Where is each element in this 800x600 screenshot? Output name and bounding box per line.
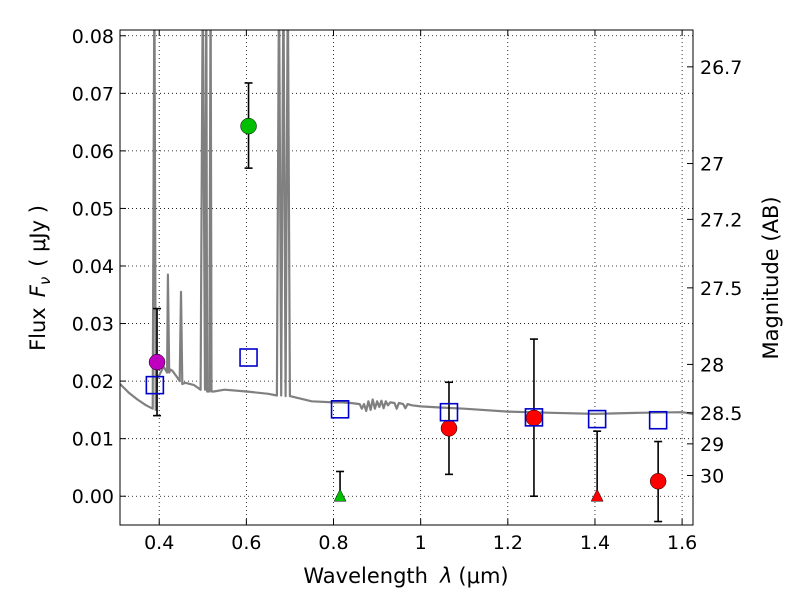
magnitude-tick-label: 28.5 (700, 403, 742, 425)
plot-frame (119, 29, 694, 526)
x-axis-label: Wavelength λ (μm) (303, 564, 508, 588)
magnitude-tick-label: 26.7 (700, 57, 742, 79)
y-tick-label: 0.06 (72, 141, 114, 163)
data-point (525, 409, 543, 427)
x-tick-label: 0.8 (318, 532, 348, 554)
y-tick-label: 0.02 (72, 371, 114, 393)
x-tick-label: 1.2 (493, 532, 523, 554)
template-spectrum-line (120, 30, 693, 415)
grid (120, 30, 693, 525)
model-photometry-point (330, 400, 350, 419)
model-photometry-point (524, 408, 544, 427)
model-photometry-point (439, 402, 459, 422)
magnitude-tick-label: 27.5 (700, 278, 742, 300)
y-axis-label: FluxFν( μJy ) (26, 205, 54, 351)
magnitude-tick-label: 30 (700, 466, 724, 488)
model-photometry-point (239, 348, 258, 367)
x-tick-label: 1 (415, 532, 427, 554)
y-tick-label: 0.08 (72, 26, 114, 48)
points-layer (145, 82, 668, 523)
x-tick-label: 1.6 (667, 532, 697, 554)
data-point (649, 473, 667, 490)
ticks: 0.4 0.6 0.8 1 1.2 1.4 1.6 0.00 0.01 0.02 0.03 0.04 0… (72, 26, 743, 554)
upper-limit-marker (333, 488, 347, 502)
y-tick-label: 0.07 (72, 83, 114, 105)
data-point (240, 117, 257, 135)
y-tick-label: 0.05 (72, 198, 114, 220)
magnitude-tick-label: 27 (700, 154, 724, 176)
model-photometry-point (587, 409, 607, 429)
spectrum-layer (120, 30, 693, 415)
x-tick-label: 0.4 (144, 532, 174, 554)
x-tick-label: 1.4 (580, 532, 610, 554)
model-photometry-point (145, 375, 165, 395)
y-tick-label: 0.01 (72, 429, 114, 451)
y-tick-label: 0.00 (72, 486, 114, 508)
y-tick-label: 0.04 (72, 256, 114, 278)
data-point (440, 420, 458, 437)
model-photometry-point (648, 410, 668, 430)
magnitude-tick-label: 27.2 (700, 209, 742, 231)
y-tick-label: 0.03 (72, 314, 114, 336)
magnitude-tick-label: 29 (700, 434, 724, 456)
magnitude-tick-label: 28 (700, 354, 724, 376)
upper-limit-marker (590, 488, 604, 502)
x-tick-label: 0.6 (231, 532, 261, 554)
data-point (148, 353, 166, 371)
magnitude-axis-label: Magnitude (AB) (759, 196, 783, 359)
